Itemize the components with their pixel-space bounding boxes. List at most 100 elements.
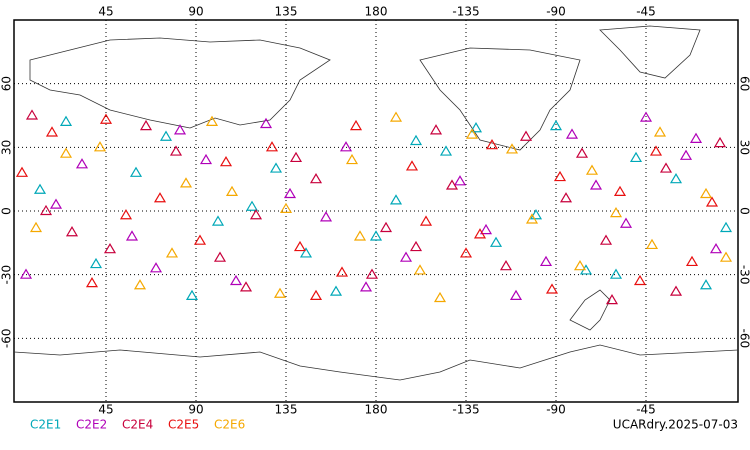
dataset-label: UCARdry.2025-07-03 — [613, 418, 738, 432]
observation-marker — [575, 147, 589, 158]
x-tick-label: 90 — [188, 403, 203, 417]
x-tick-label: -90 — [546, 5, 566, 19]
legend-entry: C2E6 — [214, 418, 245, 432]
observation-marker — [409, 134, 423, 146]
observation-marker — [153, 192, 167, 203]
observation-marker — [103, 243, 117, 254]
y-tick-label: 0 — [738, 207, 750, 215]
observation-marker — [15, 166, 29, 177]
observation-marker — [525, 213, 539, 224]
observation-marker — [489, 236, 503, 247]
observation-marker — [599, 234, 613, 245]
observation-marker — [329, 285, 343, 296]
observations — [15, 109, 733, 305]
observation-marker — [293, 240, 307, 252]
x-tick-label: 180 — [365, 403, 388, 417]
observation-marker — [545, 283, 559, 294]
x-tick-label: -135 — [452, 403, 479, 417]
legend-entry: C2E5 — [168, 418, 199, 432]
observation-marker — [409, 240, 423, 252]
observation-marker — [565, 128, 579, 139]
observation-marker — [639, 111, 653, 122]
observation-marker — [45, 126, 59, 137]
observation-marker — [549, 119, 563, 131]
observation-marker — [685, 255, 699, 267]
observation-marker — [229, 274, 243, 286]
observation-marker — [669, 172, 683, 184]
y-tick-label: -30 — [738, 265, 750, 285]
observation-marker — [719, 251, 733, 262]
observation-marker — [29, 221, 43, 233]
observation-marker — [49, 198, 63, 209]
observation-marker — [39, 204, 53, 216]
observation-marker — [653, 126, 667, 137]
observation-marker — [649, 145, 663, 156]
labels: UCARdry.2025-07-03 45 45 90 90 135 135 180 180 -… — [0, 5, 750, 432]
observation-marker — [713, 136, 727, 148]
observation-marker — [179, 177, 193, 188]
observation-marker — [309, 289, 323, 300]
observation-marker — [365, 268, 379, 279]
observation-marker — [25, 109, 39, 120]
observation-marker — [219, 156, 233, 167]
y-tick-label: 30 — [738, 140, 750, 155]
observation-marker — [619, 217, 633, 228]
observation-marker — [193, 234, 207, 245]
observation-marker — [413, 264, 427, 275]
x-tick-label: 180 — [365, 5, 388, 19]
observation-marker — [59, 115, 73, 126]
observation-marker — [469, 122, 483, 133]
observation-marker — [709, 243, 723, 254]
observation-marker — [259, 117, 273, 129]
observation-marker — [699, 187, 713, 199]
observation-marker — [429, 124, 443, 135]
x-tick-label: 90 — [188, 5, 203, 19]
observation-marker — [629, 151, 643, 163]
observation-marker — [119, 209, 133, 220]
observation-marker — [609, 268, 623, 279]
observation-marker — [353, 230, 367, 241]
observation-marker — [133, 279, 147, 290]
x-tick-label: -135 — [452, 5, 479, 19]
observation-marker — [159, 130, 173, 141]
observation-marker — [529, 209, 543, 220]
observation-marker — [335, 266, 349, 277]
observation-marker — [379, 221, 393, 233]
observation-marker — [719, 221, 733, 233]
observation-marker — [319, 211, 333, 222]
observation-marker — [125, 230, 139, 241]
observation-marker — [211, 215, 225, 226]
x-tick-label: 45 — [98, 5, 113, 19]
observation-marker — [679, 149, 693, 160]
observation-marker — [433, 291, 447, 303]
observation-marker — [99, 113, 113, 124]
observation-marker — [589, 179, 603, 190]
legend-entry: C2E4 — [122, 418, 153, 432]
grid — [14, 20, 738, 402]
x-tick-label: -45 — [636, 5, 656, 19]
observation-marker — [93, 141, 107, 152]
observation-marker — [479, 223, 493, 235]
observation-marker — [339, 141, 353, 152]
observation-marker — [633, 274, 647, 286]
x-tick-label: -45 — [636, 403, 656, 417]
observation-marker — [249, 209, 263, 220]
x-tick-label: 135 — [275, 403, 298, 417]
observation-marker — [539, 255, 553, 267]
observation-marker — [273, 287, 287, 298]
observation-marker — [289, 151, 303, 163]
observation-marker — [473, 228, 487, 239]
observation-marker — [459, 247, 473, 258]
observation-marker — [279, 202, 293, 213]
observation-marker — [369, 230, 383, 241]
observation-marker — [659, 162, 673, 173]
observation-marker — [585, 164, 599, 175]
observation-marker — [689, 132, 703, 143]
observation-marker — [465, 128, 479, 139]
observation-marker — [299, 247, 313, 258]
observation-marker — [283, 187, 297, 199]
y-tick-label: 60 — [0, 76, 14, 91]
x-tick-label: 135 — [275, 5, 298, 19]
observation-marker — [613, 185, 627, 196]
observation-marker — [505, 143, 519, 154]
